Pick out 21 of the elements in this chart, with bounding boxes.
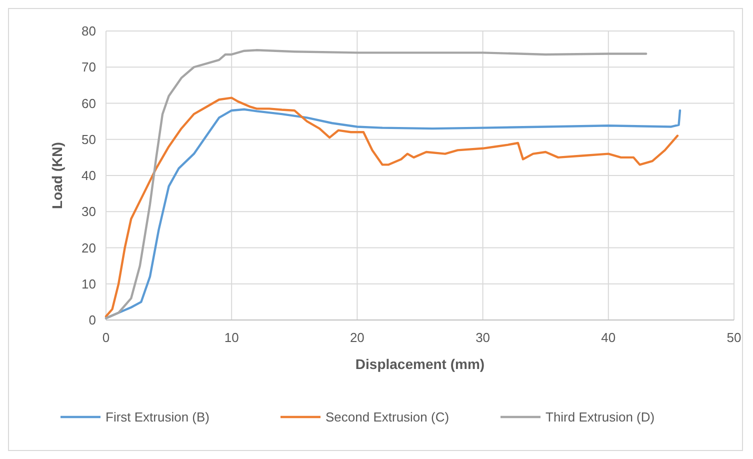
legend-label: Third Extrusion (D) bbox=[546, 410, 655, 425]
y-tick-label: 10 bbox=[82, 276, 96, 292]
x-axis-title: Displacement (mm) bbox=[355, 356, 485, 372]
y-tick-label: 20 bbox=[82, 240, 96, 256]
y-tick-label: 40 bbox=[82, 168, 96, 184]
line-series bbox=[104, 49, 648, 320]
x-tick-label: 50 bbox=[726, 330, 742, 345]
x-tick-label: 30 bbox=[476, 330, 490, 345]
x-tick-label: 0 bbox=[102, 330, 110, 345]
y-tick-label: 60 bbox=[82, 96, 96, 111]
y-tick-label: 70 bbox=[82, 60, 96, 75]
legend-label: Second Extrusion (C) bbox=[326, 410, 450, 425]
y-tick-label: 50 bbox=[82, 132, 96, 147]
y-tick-label: 30 bbox=[82, 204, 96, 220]
x-tick-label: 40 bbox=[601, 330, 616, 345]
y-tick-label: 0 bbox=[88, 312, 96, 328]
x-tick-label: 20 bbox=[350, 330, 364, 345]
x-tick-label: 10 bbox=[224, 330, 239, 345]
y-axis-title: Load (KN) bbox=[49, 142, 65, 209]
y-tick-label: 80 bbox=[82, 24, 96, 39]
legend-label: First Extrusion (B) bbox=[106, 410, 210, 425]
